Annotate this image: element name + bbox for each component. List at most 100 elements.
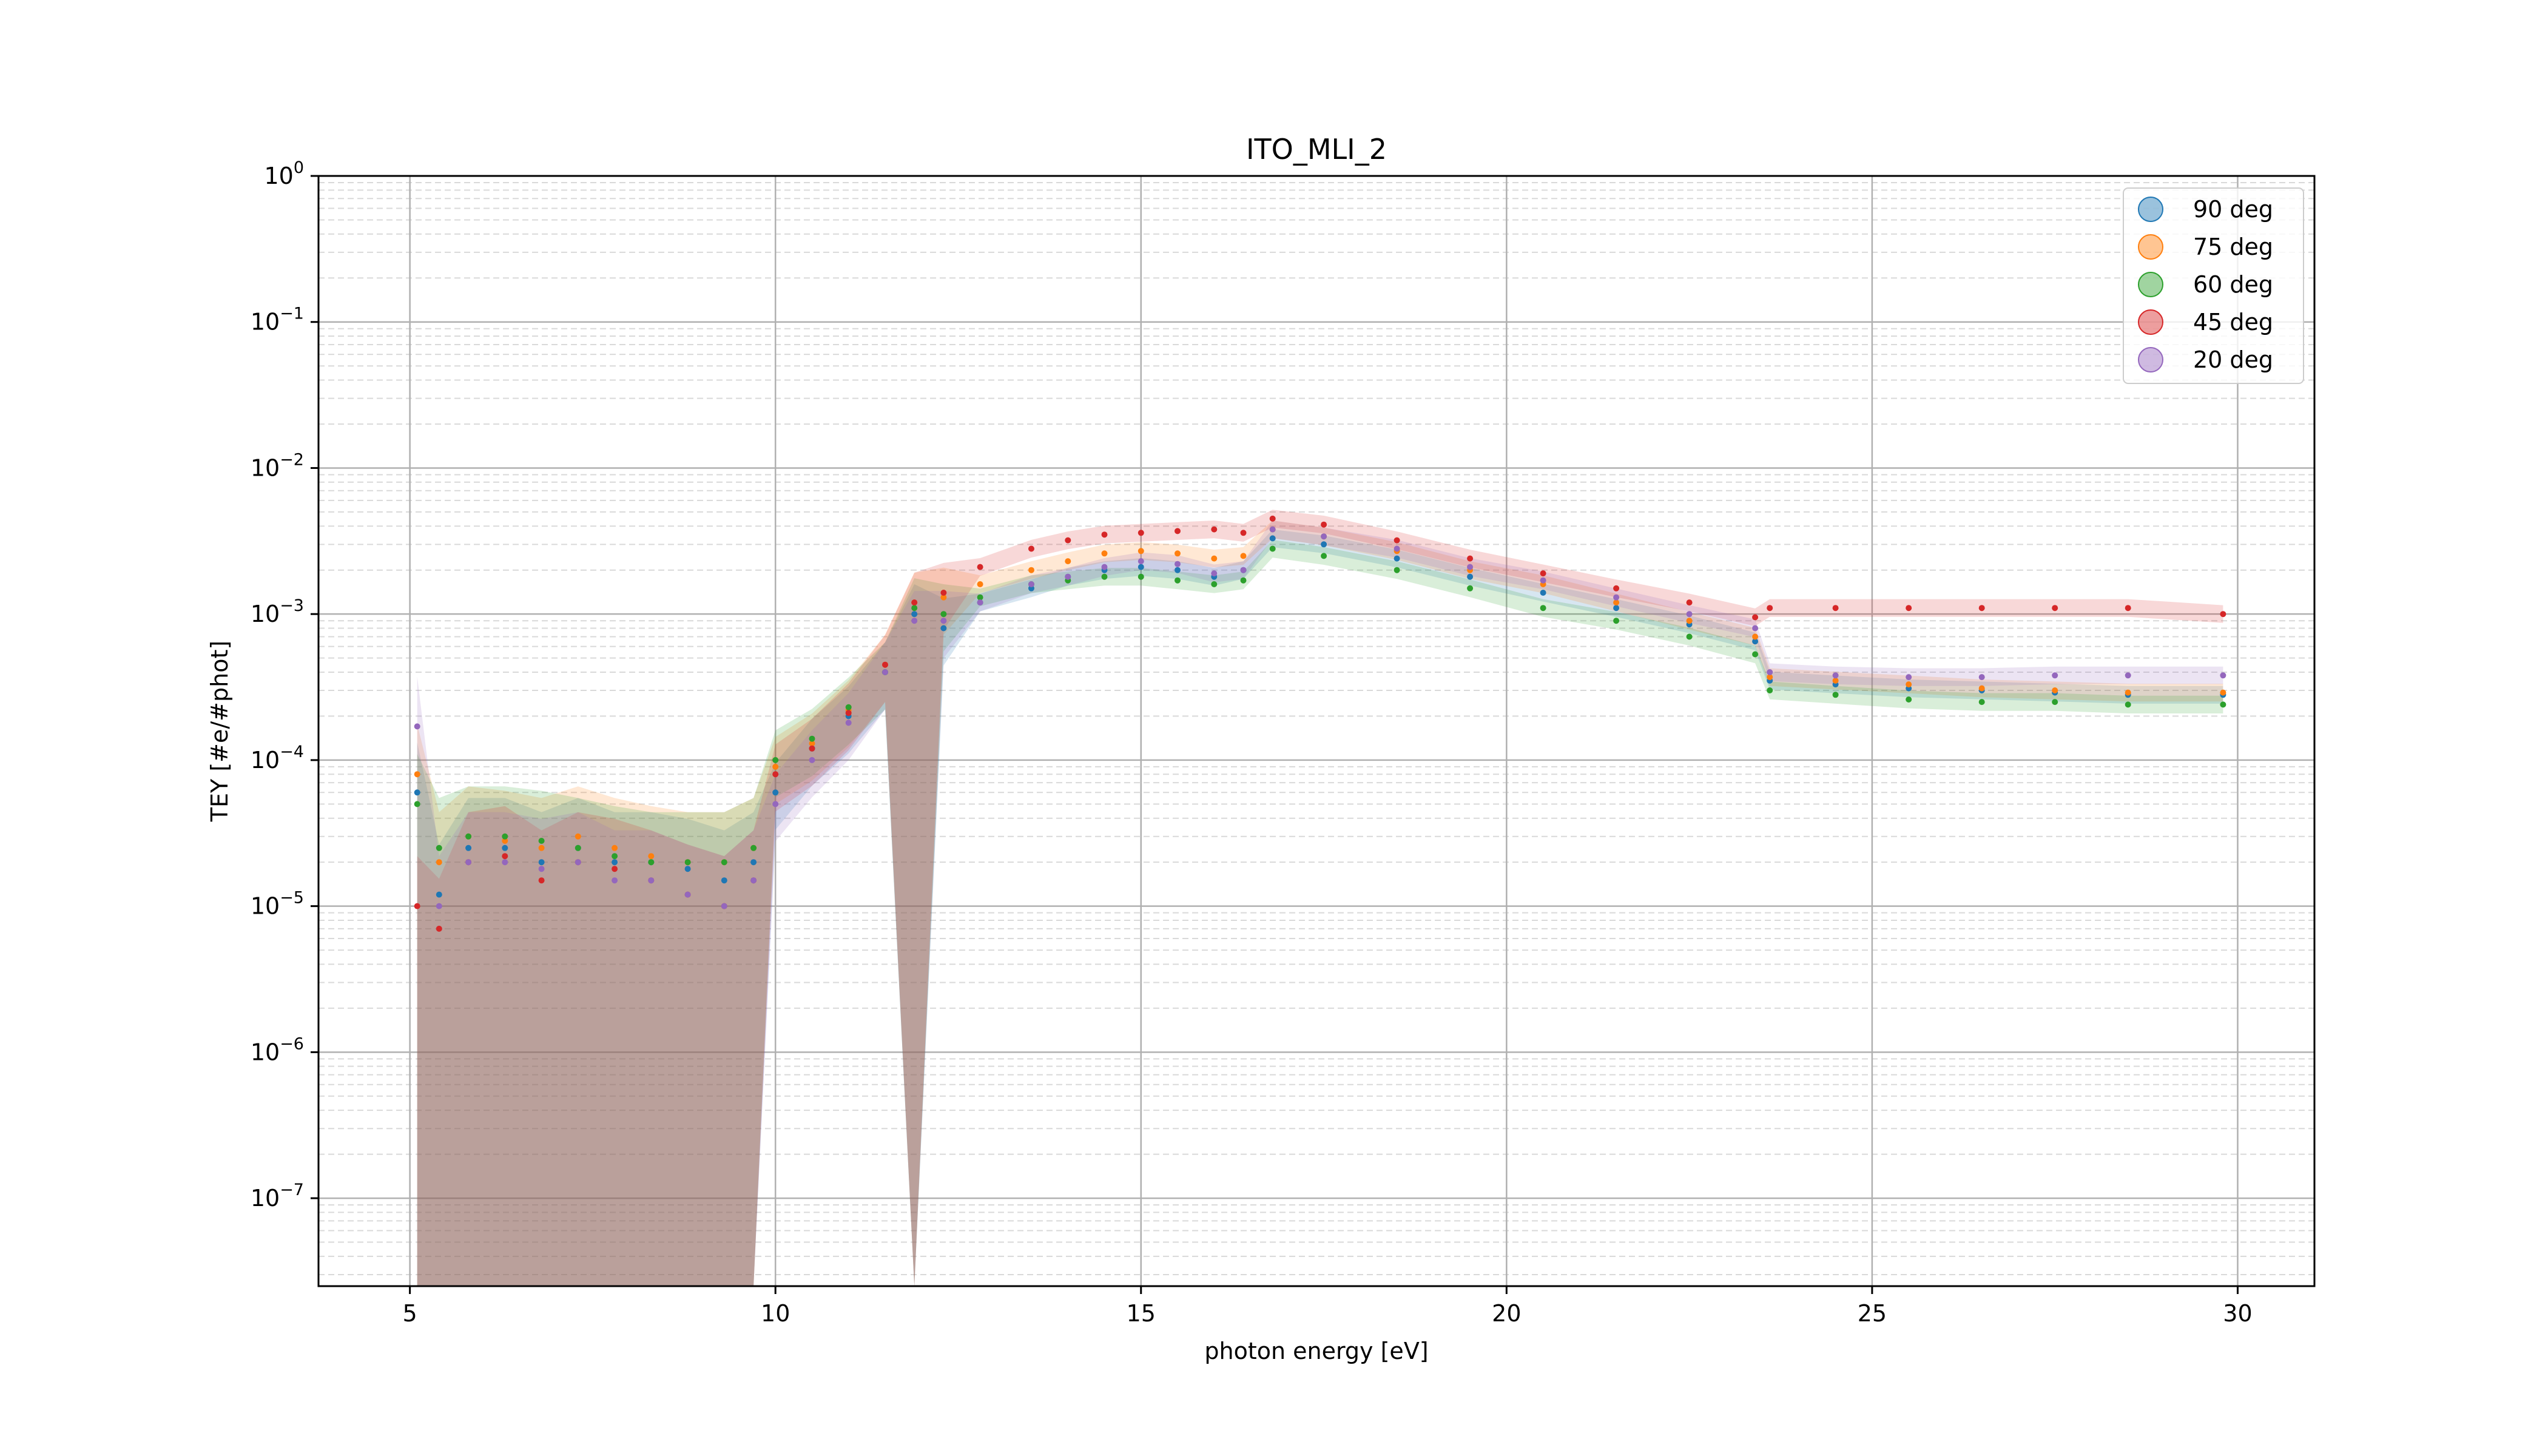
data-point	[772, 789, 779, 796]
data-point	[1065, 573, 1071, 580]
data-point	[465, 859, 472, 866]
data-point	[1540, 570, 1546, 577]
data-point	[1269, 545, 1276, 552]
data-point	[1686, 633, 1693, 640]
uncertainty-band	[417, 539, 2223, 1286]
y-tick-base: 10	[251, 309, 280, 335]
legend: 90 deg 75 deg 60 deg 45 deg 20 deg	[2123, 187, 2304, 384]
data-point	[809, 740, 815, 747]
data-point	[648, 859, 655, 866]
data-point	[1028, 581, 1034, 587]
data-point	[721, 877, 727, 884]
y-tick-label: 10−1	[251, 305, 304, 335]
data-point	[1211, 581, 1218, 587]
data-point	[1906, 674, 1912, 681]
data-point	[845, 720, 852, 726]
x-tick-label: 30	[2223, 1300, 2252, 1327]
data-point	[1394, 537, 1400, 544]
data-point	[502, 838, 508, 844]
y-tick-label: 10−4	[251, 743, 304, 774]
data-point	[1752, 651, 1759, 658]
data-point	[977, 594, 983, 601]
data-point	[940, 590, 947, 596]
data-point	[940, 594, 947, 601]
data-point	[684, 866, 691, 872]
data-point	[940, 611, 947, 618]
data-point	[1686, 618, 1693, 624]
data-point	[977, 581, 983, 587]
data-point	[1540, 590, 1546, 596]
data-point	[538, 866, 545, 872]
axis-ticks: 5 10 15 20 25 3010−710−610−510−410−310−210−11…	[251, 158, 2253, 1327]
data-point	[414, 771, 420, 778]
y-tick-base: 10	[251, 893, 280, 920]
data-point	[465, 844, 472, 851]
y-tick-label: 10−7	[251, 1181, 304, 1212]
data-point	[1065, 558, 1071, 565]
legend-label: 60 deg	[2193, 271, 2273, 298]
data-point	[1321, 533, 1327, 540]
data-point	[1240, 567, 1247, 573]
data-point	[750, 844, 757, 851]
data-point	[721, 859, 727, 866]
data-point	[1101, 531, 1108, 538]
data-point	[538, 877, 545, 884]
data-point	[750, 877, 757, 884]
data-point	[1767, 669, 1773, 675]
data-point	[684, 859, 691, 866]
y-tick-exponent: −2	[280, 450, 304, 469]
y-tick-base: 10	[251, 1039, 280, 1065]
data-point	[1978, 685, 1985, 692]
data-point	[414, 789, 420, 796]
data-point	[1394, 555, 1400, 562]
data-point	[1467, 585, 1474, 592]
legend-label: 75 deg	[2193, 234, 2273, 260]
data-point	[436, 903, 442, 909]
data-point	[575, 859, 581, 866]
y-tick-exponent: −6	[280, 1034, 304, 1053]
x-tick-label: 5	[403, 1300, 417, 1327]
data-point	[772, 763, 779, 770]
y-axis-label: TEY [#e/#phot]	[206, 641, 233, 822]
data-point	[750, 859, 757, 866]
data-point	[1752, 614, 1759, 621]
data-point	[436, 859, 442, 866]
data-point	[1138, 573, 1144, 580]
data-point	[1613, 594, 1620, 601]
data-point	[1101, 550, 1108, 557]
data-point	[684, 891, 691, 898]
data-point	[1767, 687, 1773, 693]
y-tick-label: 10−2	[251, 450, 304, 481]
data-point	[1240, 553, 1247, 559]
data-point	[911, 618, 918, 624]
data-point	[1138, 564, 1144, 570]
data-point	[538, 844, 545, 851]
plot-frame	[317, 175, 2316, 1287]
legend-marker	[2138, 309, 2163, 335]
data-point	[772, 757, 779, 763]
data-point	[1269, 526, 1276, 533]
legend-label: 45 deg	[2193, 309, 2273, 335]
uncertainty-band	[417, 529, 2223, 1287]
data-point	[436, 844, 442, 851]
legend-label: 20 deg	[2193, 346, 2273, 373]
chart-title: ITO_MLI_2	[1246, 133, 1387, 166]
data-point	[1269, 515, 1276, 522]
data-point	[612, 859, 618, 866]
data-point	[612, 844, 618, 851]
data-point	[1394, 545, 1400, 552]
data-point	[436, 891, 442, 898]
data-point	[1211, 570, 1218, 577]
data-point	[1175, 561, 1181, 567]
data-point	[465, 833, 472, 840]
data-point	[2220, 689, 2226, 696]
data-points	[414, 515, 2226, 932]
data-point	[772, 771, 779, 778]
data-point	[977, 564, 983, 570]
x-tick-label: 20	[1492, 1300, 1521, 1327]
y-tick-exponent: −3	[280, 596, 304, 615]
legend-label: 90 deg	[2193, 196, 2273, 223]
data-point	[911, 599, 918, 606]
data-point	[1613, 618, 1620, 624]
